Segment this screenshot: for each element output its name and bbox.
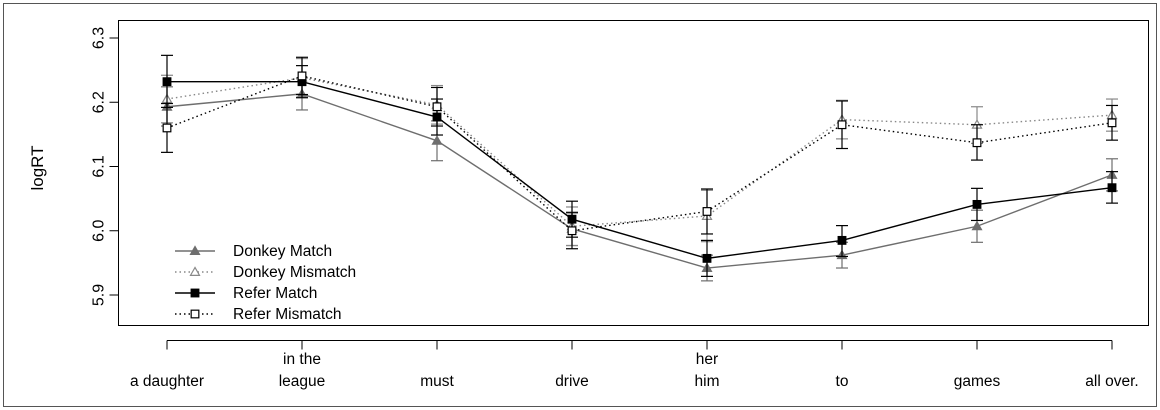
series-line [166, 77, 1113, 227]
data-point [972, 199, 982, 209]
data-point [1107, 183, 1117, 193]
y-tick-label: 6.3 [91, 27, 108, 49]
data-point [189, 245, 201, 255]
series-donkey-mismatch [161, 57, 1118, 247]
data-point [189, 266, 201, 276]
series-layer [161, 54, 1118, 282]
data-point [431, 135, 443, 145]
data-point [190, 288, 200, 298]
data-point [297, 71, 307, 81]
data-point [1107, 118, 1117, 128]
legend-label: Refer Mismatch [233, 306, 342, 323]
data-point [162, 123, 172, 133]
data-point [702, 253, 712, 263]
legend: Donkey Match Donkey Mismatch Refer Match Re… [175, 243, 356, 323]
y-axis: 5.9 6.0 6.1 6.2 6.3 [91, 27, 119, 306]
series-refer-mismatch [161, 56, 1118, 250]
y-tick-label: 6.1 [91, 155, 108, 177]
x-tick-label: her him [695, 351, 720, 390]
legend-label: Donkey Match [233, 243, 332, 260]
y-axis-label: logRT [28, 145, 47, 190]
data-point [567, 226, 577, 236]
x-tick-label: must [420, 373, 454, 390]
y-tick-label: 6.0 [91, 220, 108, 242]
legend-label: Donkey Mismatch [233, 264, 356, 281]
data-point [972, 138, 982, 148]
series-line [166, 75, 1113, 232]
data-point [837, 120, 847, 130]
x-tick-label: games [954, 373, 1001, 390]
legend-label: Refer Match [233, 285, 317, 302]
data-point [190, 309, 200, 319]
data-point [702, 207, 712, 216]
series-line [167, 80, 1113, 260]
series-line [166, 93, 1113, 269]
data-point [162, 77, 172, 87]
data-point [971, 220, 983, 231]
x-tick-label: all over. [1085, 373, 1138, 390]
data-point [837, 235, 847, 245]
figure-border [3, 3, 1157, 407]
x-tick-label: drive [555, 373, 589, 390]
x-tick-label: in the league [279, 351, 326, 390]
y-tick-label: 5.9 [91, 284, 108, 306]
data-point [432, 102, 442, 112]
x-axis: a daughter in the league must drive her him to g… [130, 340, 1139, 390]
x-tick-label: to [836, 373, 849, 390]
y-tick-label: 6.2 [91, 91, 108, 113]
x-tick-label: a daughter [130, 373, 204, 390]
